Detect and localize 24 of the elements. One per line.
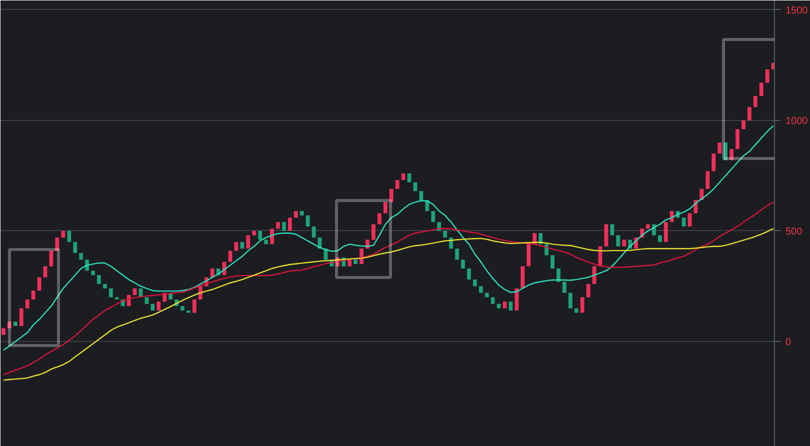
candlestick [604, 224, 608, 247]
candlestick [688, 212, 692, 227]
candlestick [712, 153, 716, 172]
candlestick [288, 217, 292, 232]
candlestick [55, 237, 60, 252]
candlestick [747, 106, 752, 121]
candlestick [568, 292, 572, 309]
y-tick-label: 1500 [786, 5, 808, 16]
y-tick-label: 0 [786, 336, 792, 348]
candlestick [19, 308, 24, 326]
candlestick [49, 250, 54, 267]
candlestick [664, 222, 668, 242]
y-tick-label: 1000 [786, 116, 808, 127]
candlestick [706, 170, 710, 190]
candlestick [765, 68, 770, 84]
y-tick-label: 500 [786, 226, 803, 238]
candlestick [580, 296, 584, 314]
line-series [2, 202, 774, 376]
candlestick [378, 212, 382, 225]
line-series [2, 228, 774, 381]
candlestick [526, 244, 531, 267]
candlestick [372, 224, 376, 240]
line-series [2, 125, 774, 351]
candlestick [556, 268, 560, 282]
